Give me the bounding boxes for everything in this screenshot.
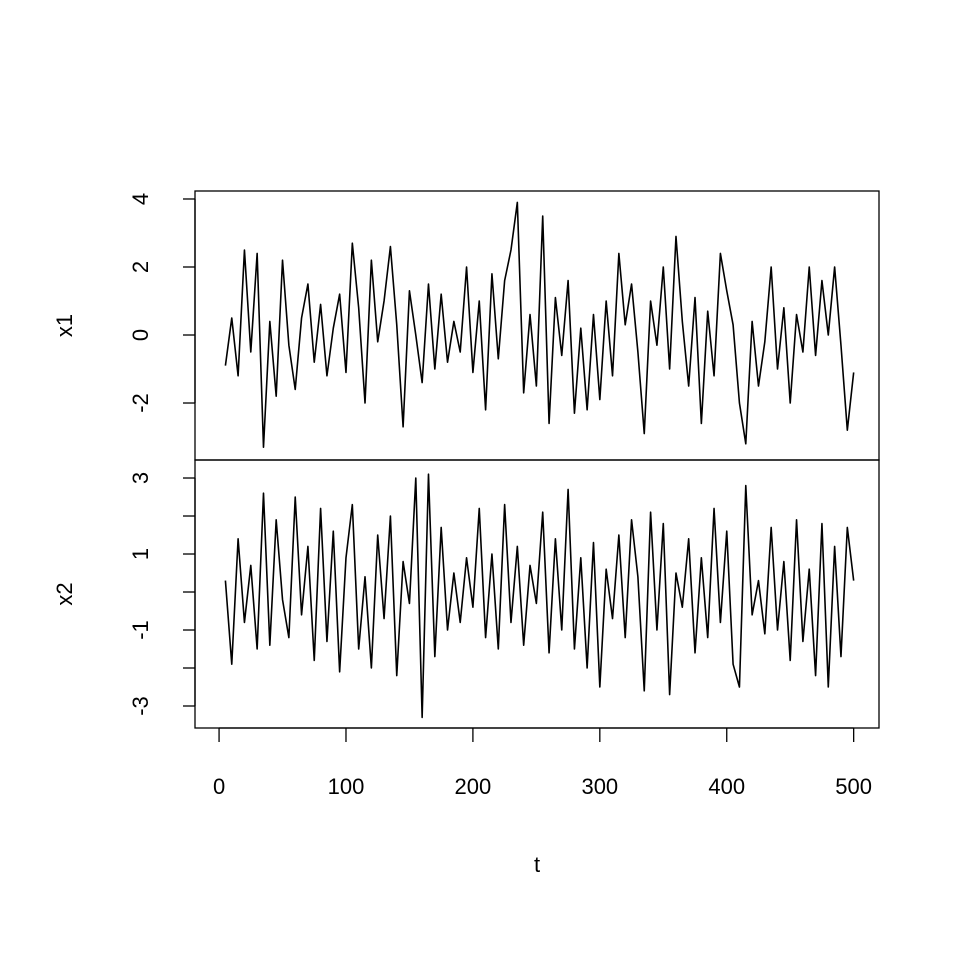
x-tick-label: 0 [213, 774, 225, 799]
y-tick-label: 1 [128, 548, 153, 560]
x-tick-label: 500 [835, 774, 872, 799]
x-axis-label: t [534, 852, 540, 877]
y-tick-label: 4 [128, 193, 153, 205]
series-line [224, 201, 855, 449]
y-axis-label: x2 [52, 582, 77, 605]
y-tick-label: 0 [128, 329, 153, 341]
x-tick-label: 200 [455, 774, 492, 799]
y-axis-label: x1 [52, 314, 77, 337]
y-tick-label: -3 [128, 696, 153, 716]
x-tick-label: 400 [708, 774, 745, 799]
series-line [224, 473, 855, 719]
y-tick-label: 3 [128, 472, 153, 484]
x-tick-label: 300 [581, 774, 618, 799]
y-tick-label: -2 [128, 393, 153, 413]
y-tick-label: -1 [128, 620, 153, 640]
x-tick-label: 100 [328, 774, 365, 799]
y-tick-label: 2 [128, 261, 153, 273]
panel-frame [194, 190, 880, 461]
